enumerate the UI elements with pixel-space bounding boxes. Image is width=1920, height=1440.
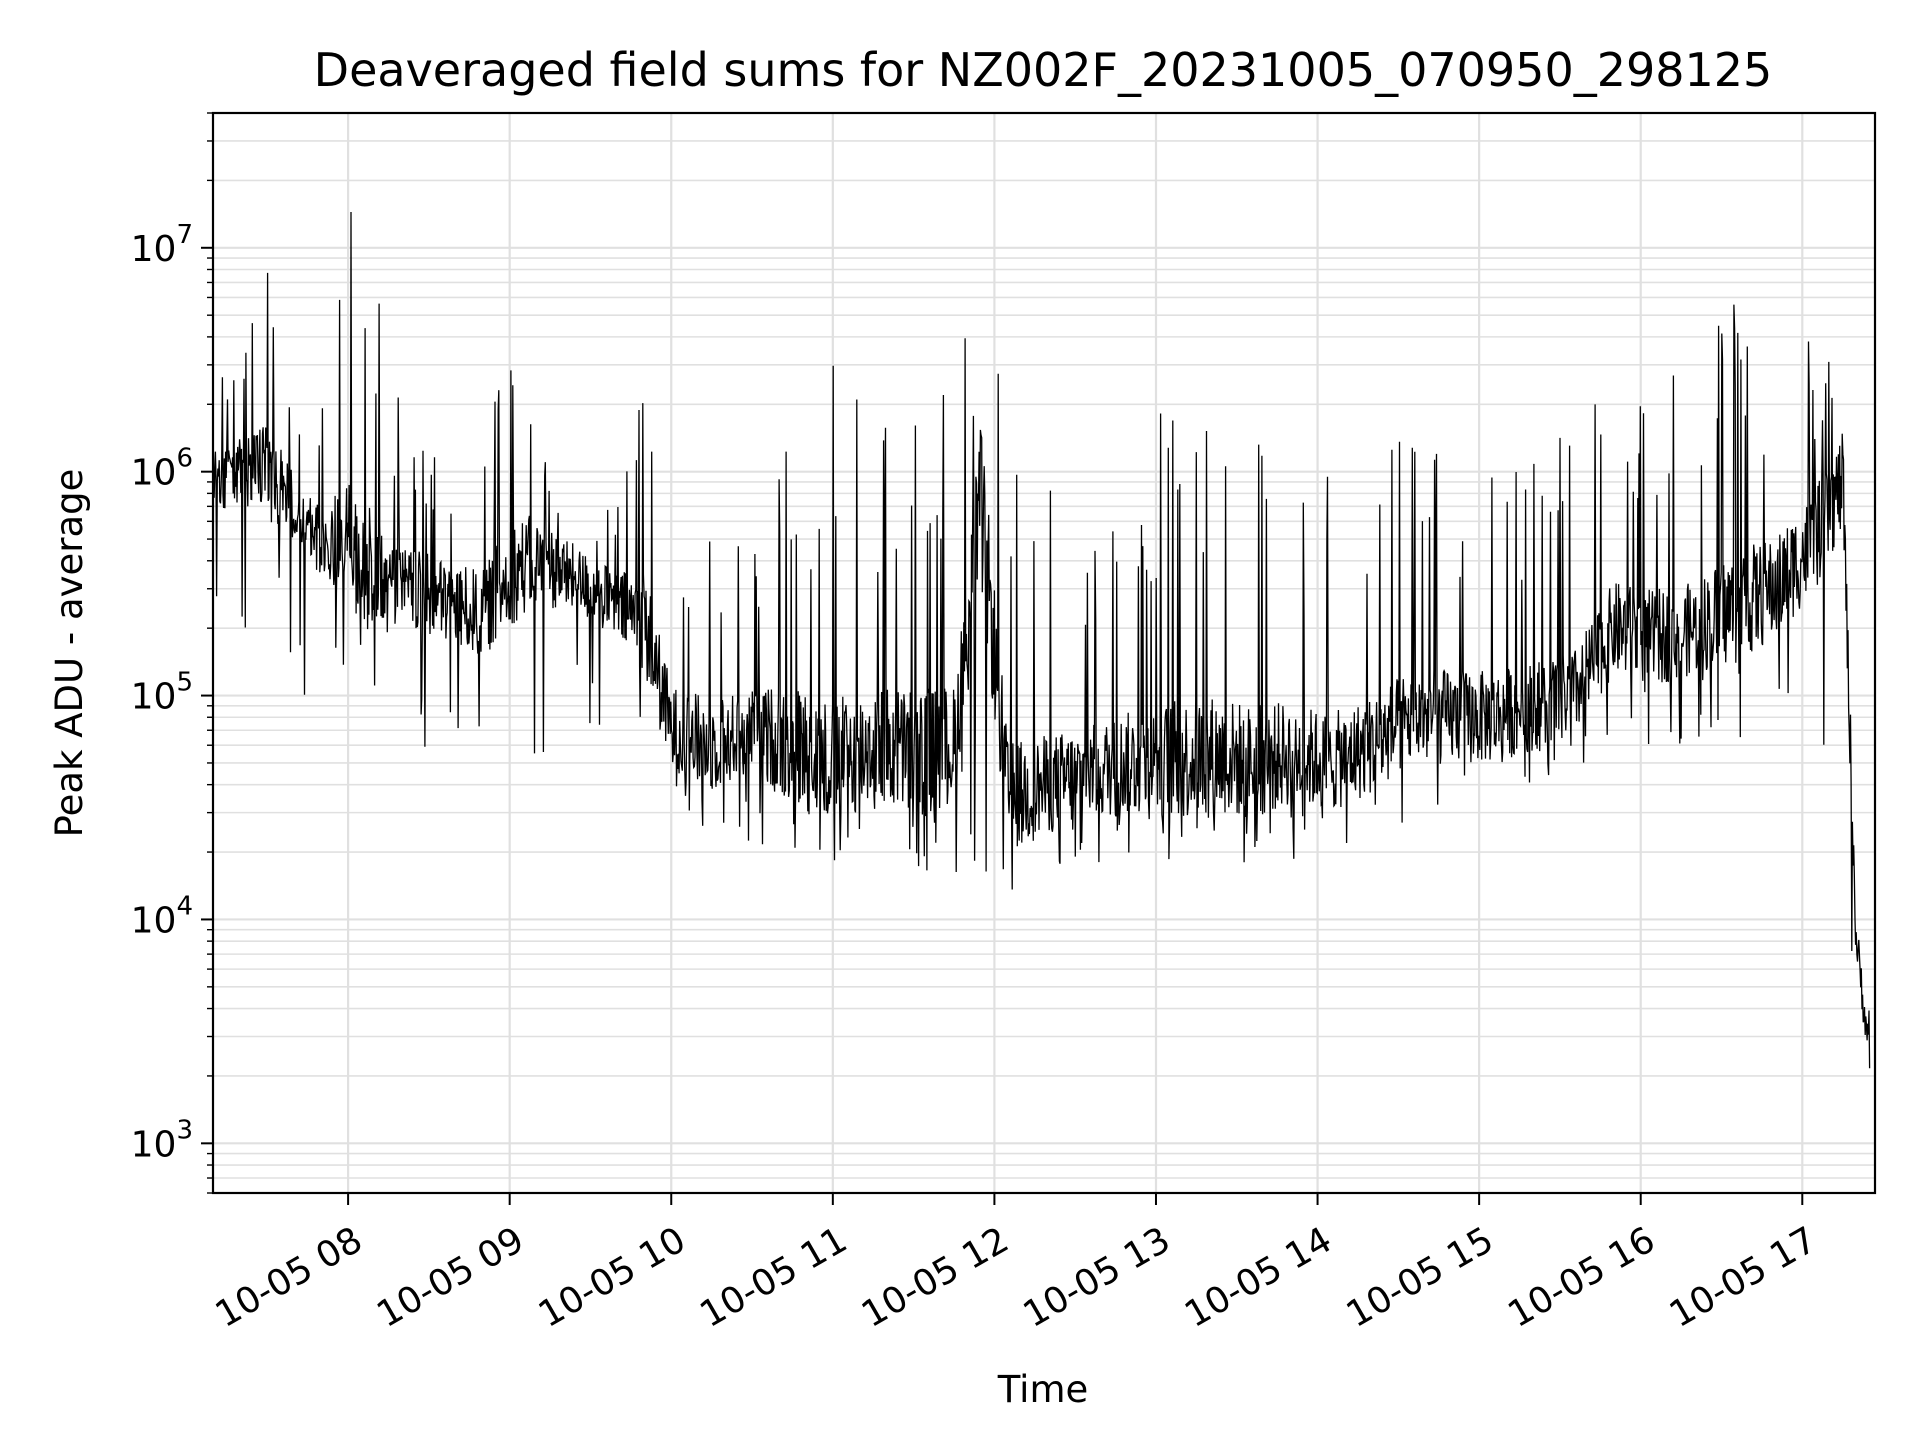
y-axis-label: Peak ADU - average — [48, 469, 91, 838]
y-tick-label: 104 — [131, 891, 193, 941]
y-tick-label: 103 — [131, 1115, 193, 1165]
y-axis: 103 104 105 106 107 — [131, 112, 213, 1194]
plot-area — [212, 211, 1871, 1069]
axes-frame — [211, 111, 1877, 1195]
y-tick-label: 106 — [131, 444, 193, 494]
y-tick-label: 107 — [131, 220, 193, 270]
series-line — [212, 211, 1871, 1069]
y-tick-label: 105 — [131, 668, 193, 718]
x-axis-label: Time — [997, 1368, 1089, 1411]
chart-title: Deaveraged field sums for NZ002F_2023100… — [314, 43, 1773, 97]
